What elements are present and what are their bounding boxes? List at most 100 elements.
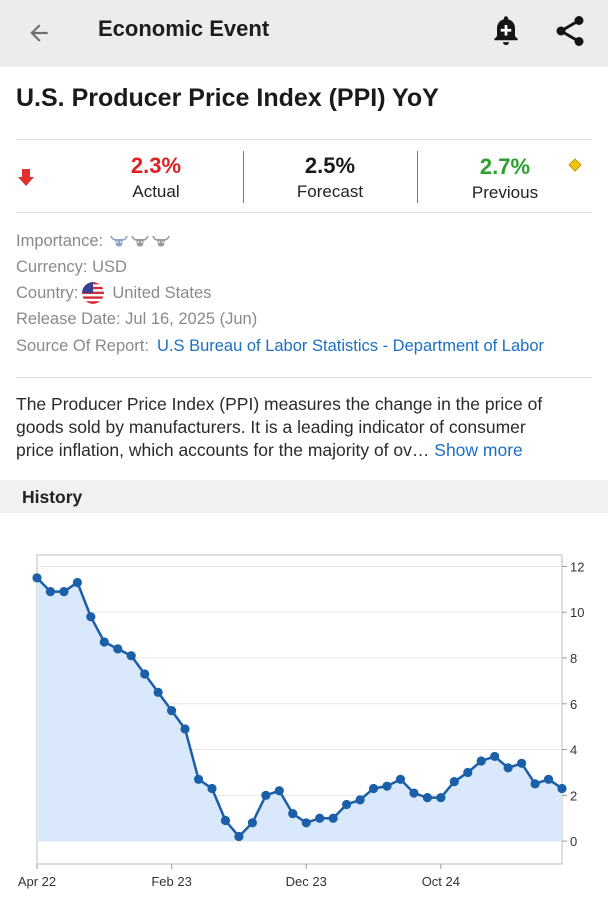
previous-value: 2.7% bbox=[479, 154, 531, 179]
area-fill bbox=[37, 577, 562, 842]
y-tick-label: 10 bbox=[570, 605, 584, 620]
actual-value: 2.3% bbox=[130, 153, 182, 178]
x-tick-label: Apr 22 bbox=[18, 874, 56, 889]
data-point bbox=[395, 774, 406, 784]
data-point bbox=[517, 758, 527, 768]
bull-icon bbox=[110, 235, 128, 247]
data-point bbox=[463, 767, 473, 778]
importance-label: Importance: bbox=[16, 232, 104, 250]
release-row: Release Date: Jul 16, 2025 (Jun) bbox=[16, 308, 257, 330]
data-point bbox=[288, 809, 298, 819]
data-point bbox=[140, 669, 150, 679]
x-tick-label: Feb 23 bbox=[151, 874, 191, 889]
previous-stat: 2.7% Previous bbox=[455, 154, 555, 204]
event-stats: 2.3% Actual 2.5% Forecast 2.7% Previous bbox=[0, 140, 608, 213]
source-row: Source Of Report: U.S Bureau of Labor St… bbox=[16, 335, 544, 357]
description-line: goods sold by manufacturers. It is a lea… bbox=[16, 417, 526, 437]
history-title: History bbox=[22, 487, 83, 507]
back-button[interactable] bbox=[22, 16, 56, 50]
data-point bbox=[315, 813, 325, 823]
actual-stat: 2.3% Actual bbox=[108, 153, 204, 203]
data-point bbox=[422, 793, 432, 803]
actual-label: Actual bbox=[132, 182, 180, 201]
show-more-link[interactable]: Show more bbox=[434, 440, 523, 460]
data-point bbox=[543, 774, 554, 784]
data-point bbox=[153, 687, 163, 697]
history-chart: 0 2 4 6 8 10 12 Apr 22 Feb 23 Dec 23 Oct 24 bbox=[0, 540, 608, 895]
description-text: price inflation, which accounts for the … bbox=[16, 440, 430, 460]
description-line: The Producer Price Index (PPI) measures … bbox=[16, 394, 543, 414]
data-point bbox=[180, 724, 190, 734]
app-bar: Economic Event bbox=[0, 0, 608, 67]
country-row: Country: United States bbox=[16, 282, 211, 304]
data-point bbox=[72, 577, 82, 588]
data-point bbox=[328, 813, 338, 823]
importance-row: Importance: bbox=[16, 230, 170, 252]
data-point bbox=[167, 706, 177, 716]
data-point bbox=[193, 774, 204, 784]
y-tick-label: 0 bbox=[570, 834, 577, 849]
bull-icon bbox=[131, 235, 149, 247]
divider bbox=[16, 212, 592, 213]
data-point bbox=[220, 815, 231, 826]
data-point bbox=[557, 783, 567, 794]
x-tick-label: Oct 24 bbox=[422, 874, 460, 889]
data-point bbox=[113, 644, 123, 654]
bull-icon bbox=[152, 235, 170, 247]
divider bbox=[417, 151, 418, 203]
data-point bbox=[45, 587, 56, 597]
currency-row: Currency: USD bbox=[16, 256, 127, 278]
series-line bbox=[36, 577, 563, 839]
divider bbox=[16, 377, 592, 378]
source-link[interactable]: U.S Bureau of Labor Statistics - Departm… bbox=[156, 337, 545, 355]
country-name: United States bbox=[112, 284, 212, 302]
forecast-value: 2.5% bbox=[304, 153, 356, 178]
data-point bbox=[247, 818, 257, 828]
previous-label: Previous bbox=[471, 183, 539, 202]
x-tick-label: Dec 23 bbox=[286, 874, 327, 889]
data-point bbox=[274, 786, 284, 796]
data-point bbox=[99, 637, 109, 647]
y-tick-label: 12 bbox=[570, 559, 584, 574]
data-point bbox=[261, 790, 271, 800]
data-point bbox=[490, 751, 500, 762]
data-point bbox=[32, 573, 42, 583]
importance-rating bbox=[107, 234, 170, 248]
divider bbox=[243, 151, 244, 203]
source-label: Source Of Report: bbox=[16, 337, 149, 355]
release-date: Release Date: Jul 16, 2025 (Jun) bbox=[16, 310, 258, 328]
arrow-left-icon bbox=[30, 24, 48, 42]
data-point bbox=[207, 783, 217, 794]
forecast-stat: 2.5% Forecast bbox=[280, 153, 380, 203]
data-point bbox=[503, 763, 513, 773]
history-header: History bbox=[0, 480, 608, 513]
data-point bbox=[449, 777, 459, 787]
data-point bbox=[59, 587, 69, 597]
us-flag-icon bbox=[82, 282, 105, 304]
event-description: The Producer Price Index (PPI) measures … bbox=[16, 393, 594, 462]
data-point bbox=[342, 799, 352, 810]
description-line: price inflation, which accounts for the … bbox=[16, 439, 594, 462]
history-chart-svg: 0 2 4 6 8 10 12 Apr 22 Feb 23 Dec 23 Oct 24 bbox=[18, 554, 584, 889]
event-title: U.S. Producer Price Index (PPI) YoY bbox=[16, 84, 439, 112]
data-point bbox=[234, 831, 244, 842]
share-icon bbox=[556, 16, 584, 46]
arrow-down-icon bbox=[18, 169, 34, 186]
app-bar-title: Economic Event bbox=[98, 16, 270, 41]
currency-label: Currency: USD bbox=[16, 258, 127, 276]
forecast-label: Forecast bbox=[296, 182, 364, 201]
data-point bbox=[126, 651, 136, 661]
data-point bbox=[476, 756, 486, 766]
data-point bbox=[301, 818, 311, 828]
y-tick-label: 4 bbox=[570, 743, 577, 758]
divider bbox=[16, 139, 592, 140]
create-alert-button[interactable] bbox=[488, 13, 524, 49]
data-point bbox=[530, 779, 540, 789]
bell-plus-icon bbox=[494, 16, 518, 46]
y-tick-label: 6 bbox=[570, 697, 577, 712]
data-point bbox=[86, 612, 96, 622]
data-point bbox=[409, 788, 419, 798]
data-point bbox=[382, 781, 392, 791]
share-button[interactable] bbox=[552, 13, 588, 49]
country-label: Country: bbox=[16, 284, 79, 302]
